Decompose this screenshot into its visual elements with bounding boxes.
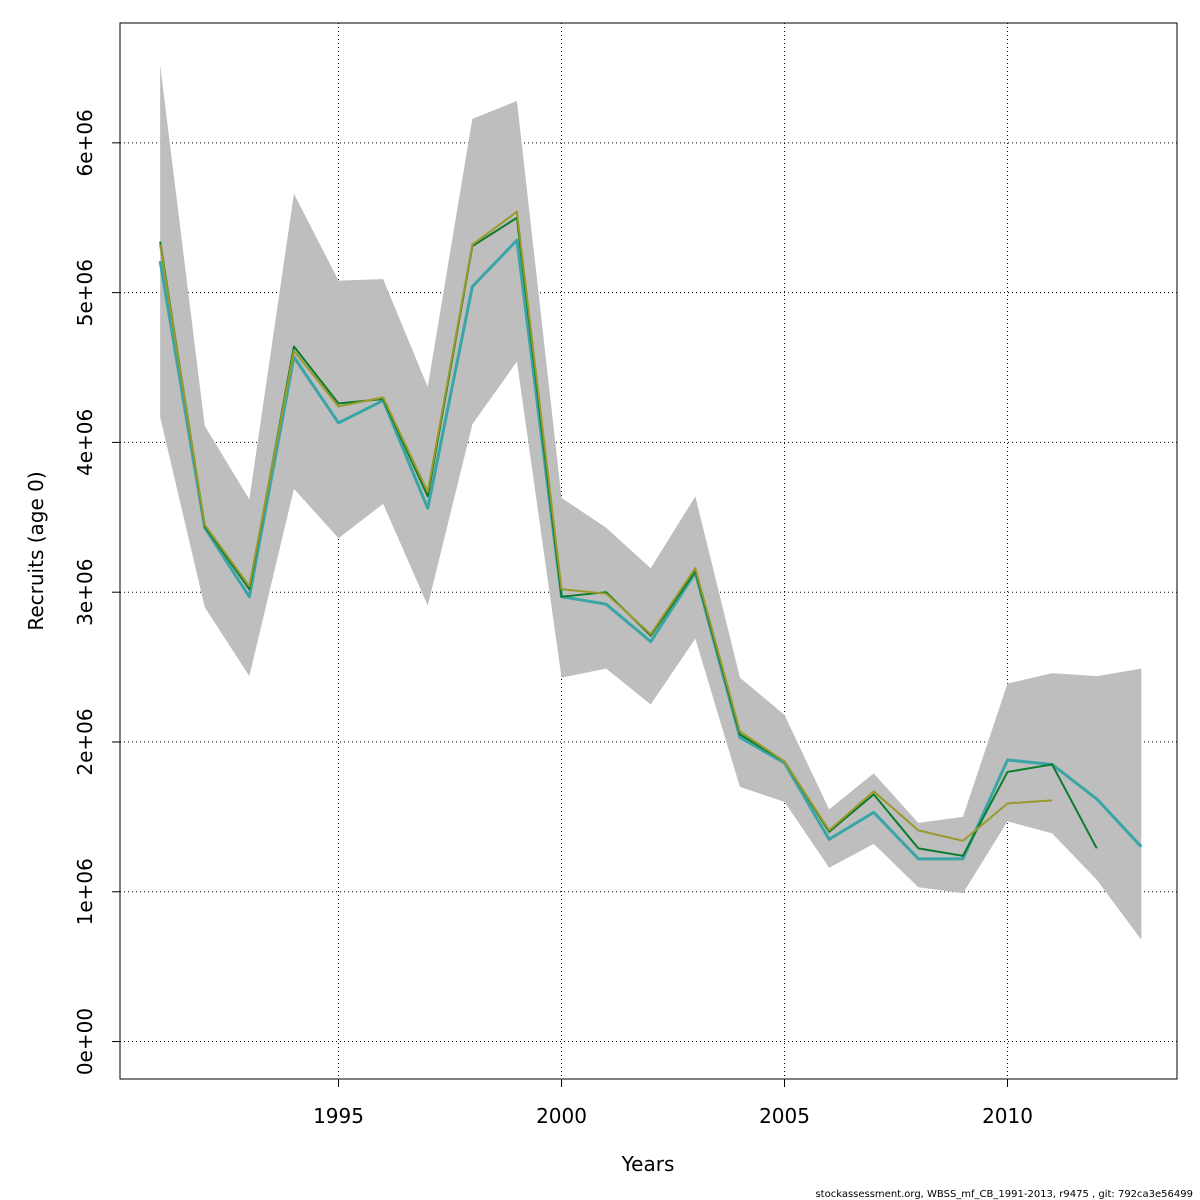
y-tick-label-3: 3e+06 [73,559,97,626]
x-tick-label-0: 1995 [313,1104,364,1128]
y-axis: 0e+00 1e+06 2e+06 3e+06 4e+06 5e+06 6e+06 [73,109,121,1075]
confidence-band-area [160,64,1142,940]
x-tick-label-2: 2005 [759,1104,810,1128]
y-tick-label-1: 1e+06 [73,858,97,925]
series-line-2 [159,210,1053,842]
x-axis: 1995 2000 2005 2010 [313,1078,1033,1128]
y-tick-label-6: 6e+06 [73,109,97,176]
grid [120,23,1177,1079]
x-tick-label-3: 2010 [982,1104,1033,1128]
y-tick-label-2: 2e+06 [73,708,97,775]
y-tick-label-4: 4e+06 [73,409,97,476]
x-axis-title: Years [621,1152,675,1176]
series-lines [158,210,1143,861]
footer-credit: stockassessment.org, WBSS_mf_CB_1991-201… [815,1189,1193,1200]
confidence-band [160,64,1142,940]
y-tick-label-0: 0e+00 [73,1008,97,1075]
x-tick-label-1: 2000 [536,1104,587,1128]
y-axis-title: Recruits (age 0) [24,471,48,630]
y-tick-label-5: 5e+06 [73,259,97,326]
